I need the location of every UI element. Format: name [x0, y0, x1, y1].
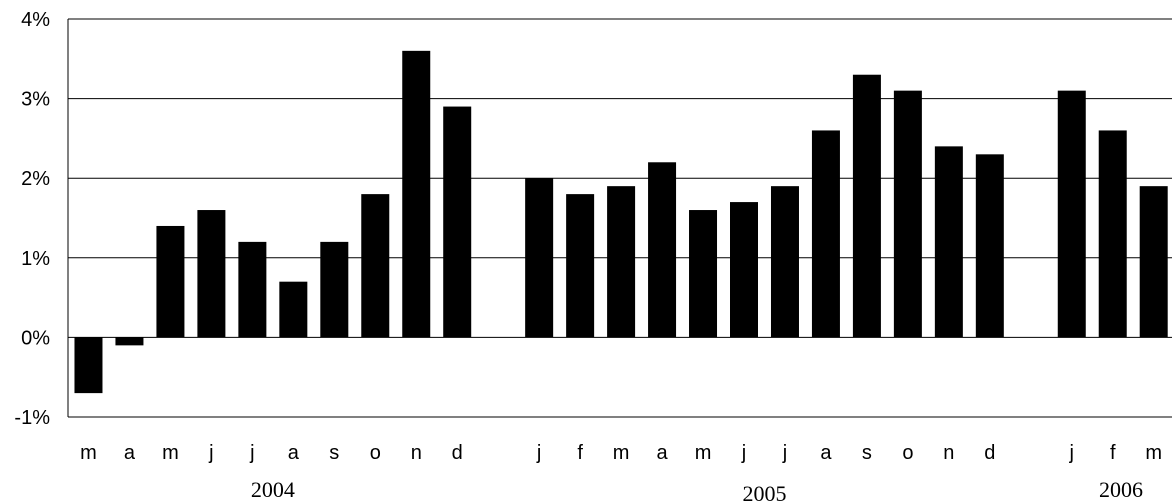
- month-label: a: [124, 442, 136, 464]
- bar: [607, 186, 636, 338]
- month-label: a: [820, 442, 832, 464]
- month-label: o: [370, 442, 381, 464]
- month-label: d: [984, 442, 995, 464]
- bars: [74, 50, 1168, 394]
- month-label: s: [862, 442, 872, 464]
- month-label: s: [329, 442, 339, 464]
- y-tick-label: 2%: [21, 168, 50, 190]
- year-label: 2006: [1099, 477, 1143, 502]
- bar: [1057, 90, 1086, 338]
- year-label: 2004: [251, 477, 295, 502]
- month-label: m: [80, 442, 97, 464]
- month-label: a: [656, 442, 668, 464]
- bar: [74, 337, 103, 394]
- bar: [1139, 186, 1168, 338]
- bar: [689, 210, 718, 338]
- month-label: j: [1069, 442, 1074, 464]
- month-label: m: [613, 442, 630, 464]
- month-label: j: [536, 442, 541, 464]
- month-label: j: [249, 442, 254, 464]
- y-tick-label: 4%: [21, 9, 50, 31]
- bar: [730, 202, 758, 338]
- x-axis-year-labels: 2004 2005 2006: [251, 477, 1143, 504]
- bar: [975, 154, 1004, 338]
- bar: [893, 90, 922, 338]
- month-label: o: [902, 442, 913, 464]
- y-tick-label: 3%: [21, 89, 50, 111]
- bar: [770, 186, 799, 338]
- month-label: a: [288, 442, 300, 464]
- bar: [402, 50, 431, 338]
- month-label: n: [411, 442, 422, 464]
- y-axis-tick-labels: -1% 0% 1% 2% 3% 4%: [14, 9, 50, 429]
- y-tick-label: 1%: [21, 248, 50, 270]
- month-label: m: [1145, 442, 1162, 464]
- y-tick-label: -1%: [14, 407, 50, 429]
- y-tick-label: 0%: [21, 327, 50, 349]
- year-label: 2005: [742, 481, 786, 504]
- bar: [197, 210, 226, 338]
- bar: [525, 178, 554, 338]
- month-label: m: [695, 442, 712, 464]
- bar: [1098, 130, 1127, 338]
- bar: [934, 146, 963, 338]
- bar: [443, 106, 472, 338]
- bar: [566, 194, 595, 338]
- month-label: n: [943, 442, 954, 464]
- bar: [648, 162, 677, 338]
- bar: [156, 225, 185, 338]
- bar: [279, 281, 308, 338]
- month-label: d: [452, 442, 463, 464]
- month-label: j: [782, 442, 787, 464]
- bar: [115, 337, 144, 346]
- month-label: f: [577, 442, 583, 464]
- bar: [320, 241, 349, 338]
- month-label: m: [162, 442, 179, 464]
- month-label: j: [208, 442, 213, 464]
- bar: [361, 194, 390, 338]
- bar: [238, 241, 267, 338]
- month-label: j: [741, 442, 746, 464]
- plot-frame: [67, 18, 1172, 418]
- month-label: f: [1110, 442, 1116, 464]
- bar: [852, 74, 881, 338]
- bar: [811, 130, 840, 338]
